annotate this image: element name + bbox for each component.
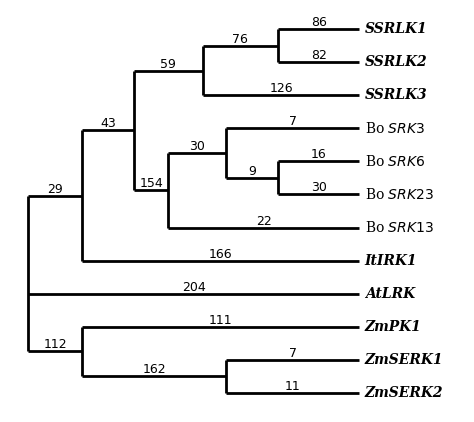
Text: 162: 162	[143, 363, 166, 376]
Text: ZmSERK2: ZmSERK2	[365, 386, 443, 400]
Text: 29: 29	[47, 182, 63, 195]
Text: 7: 7	[289, 347, 297, 360]
Text: 204: 204	[182, 281, 205, 294]
Text: 7: 7	[289, 115, 297, 128]
Text: 30: 30	[311, 181, 327, 195]
Text: 166: 166	[209, 248, 233, 260]
Text: Bo $\it{SRK23}$: Bo $\it{SRK23}$	[365, 187, 434, 202]
Text: ZmPK1: ZmPK1	[365, 320, 421, 334]
Text: 22: 22	[256, 214, 272, 227]
Text: 43: 43	[100, 117, 116, 130]
Text: 82: 82	[311, 49, 327, 62]
Text: Bo $\it{SRK3}$: Bo $\it{SRK3}$	[365, 121, 425, 136]
Text: Bo $\it{SRK13}$: Bo $\it{SRK13}$	[365, 220, 434, 235]
Text: 59: 59	[160, 57, 176, 70]
Text: 11: 11	[285, 380, 301, 393]
Text: AtLRK: AtLRK	[365, 287, 415, 300]
Text: SSRLK2: SSRLK2	[365, 55, 427, 69]
Text: 112: 112	[43, 338, 67, 352]
Text: Bo $\it{SRK6}$: Bo $\it{SRK6}$	[365, 154, 425, 169]
Text: 76: 76	[232, 33, 248, 46]
Text: SSRLK1: SSRLK1	[365, 22, 427, 36]
Text: 16: 16	[311, 149, 327, 162]
Text: ZmSERK1: ZmSERK1	[365, 353, 443, 367]
Text: 9: 9	[248, 165, 256, 178]
Text: SSRLK3: SSRLK3	[365, 88, 427, 102]
Text: 86: 86	[311, 16, 327, 29]
Text: ItIRK1: ItIRK1	[365, 254, 417, 268]
Text: 126: 126	[269, 82, 293, 95]
Text: 30: 30	[189, 140, 205, 153]
Text: 111: 111	[209, 314, 233, 327]
Text: 154: 154	[139, 177, 163, 190]
